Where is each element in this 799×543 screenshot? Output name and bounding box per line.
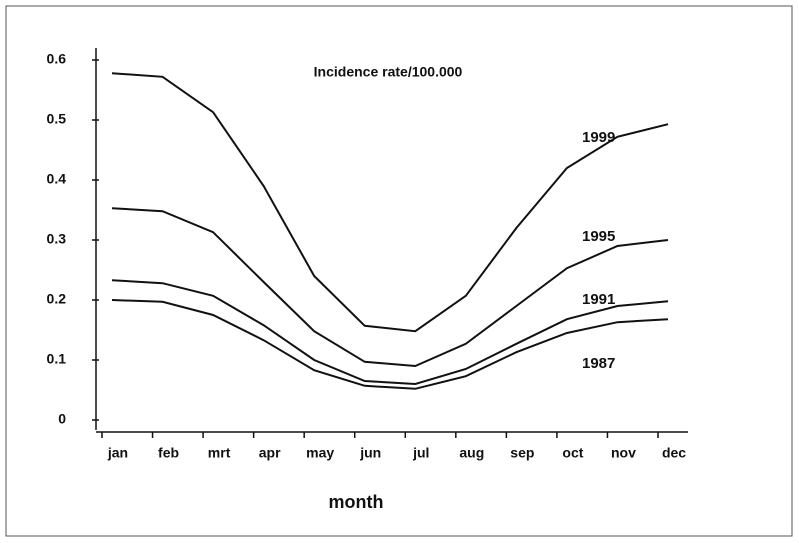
x-tick-label: nov xyxy=(611,445,636,461)
series-label: 1987 xyxy=(582,355,615,372)
series-label: 1991 xyxy=(582,291,615,308)
series-label: 1995 xyxy=(582,228,615,245)
series-line xyxy=(111,207,669,368)
series-line xyxy=(111,279,669,386)
series-label: 1999 xyxy=(582,129,615,146)
y-tick-label: 0.2 xyxy=(47,291,67,307)
x-tick-label: may xyxy=(306,445,334,461)
y-tick-label: 0.5 xyxy=(47,111,67,127)
x-axis-label: month xyxy=(329,492,384,512)
y-tick-label: 0.3 xyxy=(47,231,67,247)
x-tick-label: jun xyxy=(359,445,381,461)
x-tick-label: jan xyxy=(107,445,128,461)
x-tick-label: jul xyxy=(412,445,429,461)
y-tick-label: 0.1 xyxy=(47,351,67,367)
y-tick-label: 0.4 xyxy=(47,171,67,187)
x-tick-label: apr xyxy=(259,445,281,461)
series-line xyxy=(111,299,669,390)
x-tick-label: sep xyxy=(510,445,534,461)
annotation: Incidence rate/100.000 xyxy=(314,64,463,80)
series-line xyxy=(111,72,669,333)
y-tick-label: 0.6 xyxy=(47,51,67,67)
x-tick-label: dec xyxy=(662,445,686,461)
y-tick-label: 0 xyxy=(58,411,66,427)
x-tick-label: oct xyxy=(562,445,583,461)
x-tick-label: aug xyxy=(459,445,484,461)
x-tick-label: mrt xyxy=(208,445,231,461)
x-tick-label: feb xyxy=(158,445,179,461)
frame xyxy=(5,5,793,537)
